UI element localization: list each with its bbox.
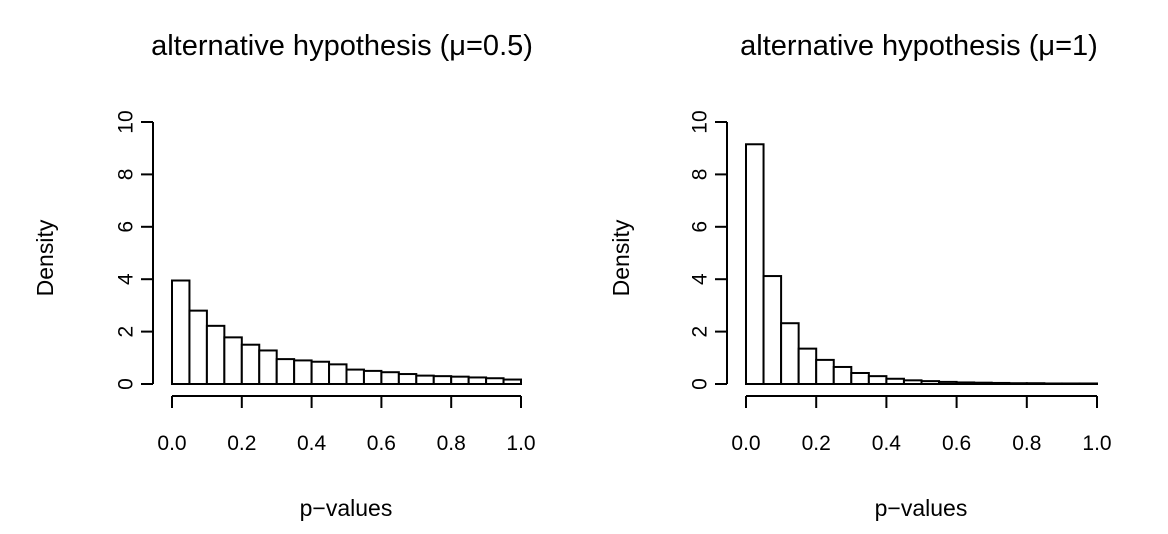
y-tick-label: 8 xyxy=(115,169,138,181)
histogram-bar xyxy=(171,279,191,386)
histogram-bar xyxy=(188,309,208,386)
y-tick-label: 4 xyxy=(115,273,138,285)
x-tick-label: 0.8 xyxy=(437,432,466,455)
histogram-bar xyxy=(797,347,818,386)
histogram-bar xyxy=(1078,382,1098,386)
histogram-bar xyxy=(450,375,470,386)
histogram-bar xyxy=(415,374,435,385)
bars xyxy=(171,279,522,386)
histogram-bar xyxy=(762,275,783,385)
histogram-bar xyxy=(223,336,243,386)
histogram-bar xyxy=(780,322,800,386)
histogram-panel-mu-1: alternative hypothesis (μ=1) p−values De… xyxy=(608,30,1112,521)
histogram-bar xyxy=(328,363,348,386)
x-tick-label: 0.4 xyxy=(297,432,327,455)
x-tick-label: 0.6 xyxy=(367,432,396,455)
histogram-bar xyxy=(745,143,765,385)
y-tick-label: 0 xyxy=(689,378,712,390)
histogram-bar xyxy=(867,375,888,386)
y-axis: 0 2 4 6 8 10 xyxy=(689,110,728,390)
y-tick-label: 4 xyxy=(689,273,712,285)
histogram-bar xyxy=(885,377,905,386)
histogram-bar xyxy=(240,343,261,386)
y-tick-label: 6 xyxy=(115,221,138,233)
histogram-bar xyxy=(310,360,331,386)
histogram-bar xyxy=(485,377,505,385)
histogram-bar xyxy=(920,380,941,386)
histogram-bar xyxy=(850,371,870,386)
histogram-bar xyxy=(1043,382,1063,386)
x-tick-label: 0.0 xyxy=(157,432,186,455)
histogram-bar xyxy=(1025,382,1046,385)
y-tick-label: 6 xyxy=(689,221,712,233)
histogram-bar xyxy=(467,376,488,386)
histogram-bar xyxy=(275,358,296,385)
x-axis: 0.0 0.2 0.4 0.6 0.8 1.0 xyxy=(157,395,536,455)
y-axis-title: Density xyxy=(608,219,634,296)
y-tick-label: 10 xyxy=(115,110,138,133)
histogram-bar xyxy=(973,381,993,386)
histogram-bar xyxy=(938,380,958,385)
histogram-bar xyxy=(432,375,453,386)
x-axis-title: p−values xyxy=(300,495,393,521)
histogram-bar xyxy=(1060,382,1081,386)
x-axis: 0.0 0.2 0.4 0.6 0.8 1.0 xyxy=(731,395,1112,455)
y-tick-label: 10 xyxy=(689,110,712,133)
chart-title: alternative hypothesis (μ=1) xyxy=(740,30,1098,62)
y-tick-label: 0 xyxy=(115,378,138,390)
histogram-bar xyxy=(832,365,853,386)
histogram-bar xyxy=(380,371,400,385)
histogram-bar xyxy=(362,369,383,385)
histogram-bar xyxy=(990,381,1011,385)
x-axis-title: p−values xyxy=(875,495,968,521)
histogram-bar xyxy=(815,358,835,385)
histogram-panel-mu-0-5: alternative hypothesis (μ=0.5) p−values … xyxy=(32,30,536,521)
histogram-bar xyxy=(1008,382,1028,385)
histogram-bar xyxy=(345,368,365,385)
histogram-bar xyxy=(293,359,313,386)
x-tick-label: 0.8 xyxy=(1012,432,1041,455)
x-tick-label: 0.4 xyxy=(872,432,902,455)
histogram-bar xyxy=(397,373,418,386)
x-tick-label: 0.2 xyxy=(802,432,831,455)
histogram-bar xyxy=(258,349,278,385)
x-tick-label: 1.0 xyxy=(506,432,535,455)
histogram-bar xyxy=(955,381,976,386)
histogram-bar xyxy=(902,379,923,386)
histogram-bar xyxy=(205,324,226,385)
y-axis: 0 2 4 6 8 10 xyxy=(115,110,154,390)
y-axis-title: Density xyxy=(32,219,58,296)
y-tick-label: 8 xyxy=(689,169,712,181)
x-tick-label: 1.0 xyxy=(1082,432,1111,455)
y-tick-label: 2 xyxy=(689,326,712,338)
x-tick-label: 0.6 xyxy=(942,432,971,455)
bars xyxy=(745,143,1098,386)
chart-title: alternative hypothesis (μ=0.5) xyxy=(151,30,533,62)
y-tick-label: 2 xyxy=(115,326,138,338)
x-tick-label: 0.0 xyxy=(731,432,760,455)
histogram-bar xyxy=(502,378,522,385)
x-tick-label: 0.2 xyxy=(227,432,256,455)
